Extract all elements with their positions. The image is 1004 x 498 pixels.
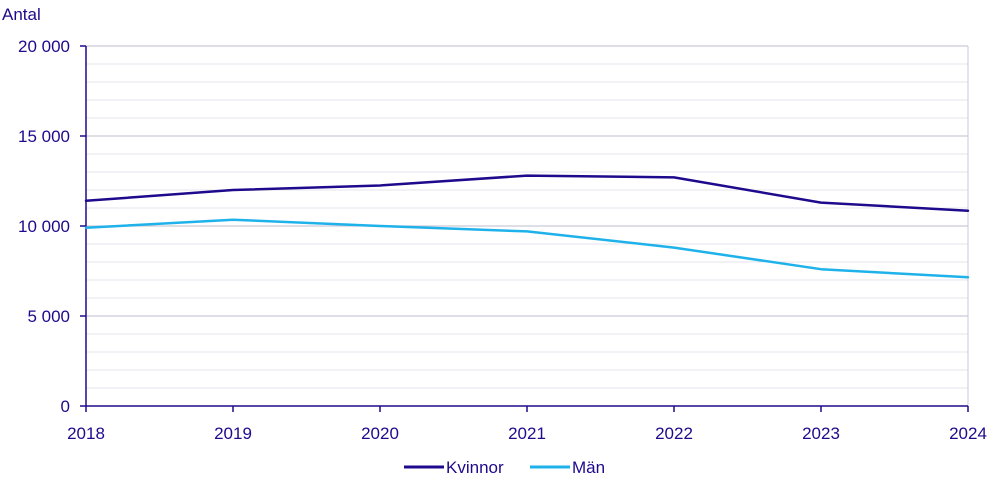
y-tick-label: 5 000 [27, 307, 70, 326]
series-lines [84, 174, 970, 279]
y-axis-title: Antal [2, 5, 41, 24]
grid-lines [86, 45, 969, 406]
y-tick-label: 20 000 [18, 37, 70, 56]
axes [80, 45, 969, 412]
legend-label: Män [572, 458, 605, 477]
legend: Kvinnor Män [404, 458, 605, 477]
y-tick-labels: 0 5 000 10 000 15 000 20 000 [18, 37, 70, 416]
y-tick-label: 15 000 [18, 127, 70, 146]
series-line-män [84, 218, 970, 279]
y-tick-label: 10 000 [18, 217, 70, 236]
x-tick-label: 2019 [214, 424, 252, 443]
x-tick-label: 2023 [802, 424, 840, 443]
series-line-kvinnor [84, 174, 970, 212]
x-tick-label: 2021 [508, 424, 546, 443]
x-tick-label: 2020 [361, 424, 399, 443]
x-tick-label: 2022 [655, 424, 693, 443]
x-tick-labels: 2018 2019 2020 2021 2022 2023 2024 [67, 424, 987, 443]
legend-label: Kvinnor [446, 458, 504, 477]
y-tick-label: 0 [61, 397, 70, 416]
x-tick-label: 2024 [949, 424, 987, 443]
x-tick-label: 2018 [67, 424, 105, 443]
